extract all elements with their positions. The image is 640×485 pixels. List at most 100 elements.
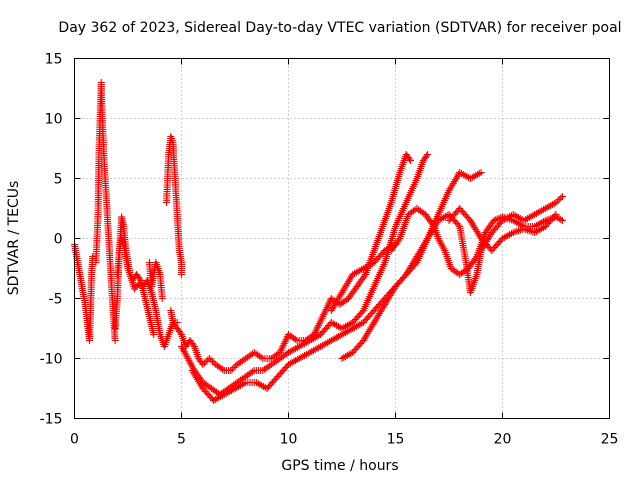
data-point [466, 175, 474, 182]
data-point [429, 221, 437, 229]
data-point [534, 209, 542, 216]
x-tick-label: 15 [387, 432, 405, 448]
data-point [213, 395, 221, 402]
data-point [405, 155, 413, 163]
data-point [507, 230, 515, 237]
data-point [454, 221, 462, 229]
data-point [459, 171, 467, 178]
x-tick-label: 25 [601, 432, 619, 448]
data-point [523, 215, 531, 222]
series-arc-m [327, 241, 399, 314]
series-arc-e [145, 259, 166, 302]
data-point [258, 382, 266, 389]
data-point [304, 350, 312, 357]
tick-labels: 0 5 10 15 20 25 -15 -10 -5 0 5 10 15 [40, 52, 619, 448]
data-point [513, 227, 521, 235]
data-point [240, 380, 248, 387]
data-point [352, 269, 360, 276]
data-point [299, 353, 307, 360]
data-point [252, 379, 260, 386]
y-tick-label: 5 [54, 172, 63, 188]
data-point [228, 365, 236, 373]
x-tick-label: 0 [70, 432, 79, 448]
data-point [534, 221, 542, 228]
plot-frame [74, 58, 610, 419]
data-point [552, 199, 560, 206]
data-point [150, 331, 158, 338]
data-point [249, 368, 257, 376]
data-point [423, 152, 431, 160]
series-arc-j [338, 193, 566, 362]
data-point [338, 355, 346, 362]
x-tick-label: 10 [280, 432, 298, 448]
data-point [406, 157, 414, 164]
data-point [472, 254, 480, 262]
data-point [386, 244, 394, 251]
data-point [136, 275, 144, 283]
data-point [463, 266, 471, 274]
data-point [534, 227, 542, 234]
data-point [347, 326, 355, 333]
data-point [554, 197, 562, 205]
data-point [545, 203, 553, 210]
data-point [219, 392, 227, 399]
data-point [420, 209, 428, 217]
data-point [515, 227, 523, 235]
data-point [523, 226, 531, 234]
data-point [331, 321, 339, 328]
y-tick-label: -15 [40, 412, 63, 428]
data-point [392, 241, 399, 248]
data-point [490, 217, 498, 224]
series-arc-b [92, 79, 119, 344]
data-point [352, 323, 360, 330]
data-point [256, 381, 264, 388]
data-points [71, 79, 566, 404]
data-point [257, 353, 265, 361]
data-point [499, 213, 506, 221]
data-point [320, 341, 328, 348]
data-point [358, 266, 366, 273]
data-point [158, 295, 166, 302]
data-point [306, 337, 314, 344]
data-point [513, 219, 521, 226]
series-arc-g [167, 151, 414, 374]
data-point [311, 334, 319, 341]
data-point [492, 216, 500, 224]
data-point [299, 341, 307, 348]
data-point [502, 214, 510, 222]
data-point [540, 206, 548, 213]
data-point [333, 334, 341, 341]
data-point [309, 347, 317, 354]
data-point [338, 331, 346, 338]
data-point [440, 245, 448, 253]
data-point [495, 214, 503, 222]
data-point [475, 170, 483, 177]
data-point [384, 245, 392, 252]
data-point [201, 359, 209, 367]
data-point [541, 205, 549, 212]
data-point [293, 356, 301, 363]
data-point [291, 335, 299, 343]
x-tick-label: 20 [494, 432, 512, 448]
chart-title: Day 362 of 2023, Sidereal Day-to-day VTE… [58, 20, 621, 36]
data-point [493, 215, 501, 223]
data-point [499, 235, 506, 242]
series-arc-d [113, 235, 158, 338]
data-point [288, 359, 296, 366]
data-point [230, 364, 238, 371]
data-point [285, 349, 292, 356]
data-point [529, 212, 537, 219]
data-point [178, 271, 185, 278]
data-point [209, 358, 217, 365]
data-point [224, 389, 232, 396]
data-point [199, 361, 207, 368]
data-point [235, 383, 243, 390]
data-point [306, 349, 314, 356]
data-point [293, 344, 301, 351]
data-point [285, 361, 292, 368]
series-arc-l [445, 205, 560, 254]
series-arc-f [163, 133, 185, 278]
data-point [229, 386, 237, 393]
data-point [326, 338, 334, 345]
data-point [395, 236, 403, 244]
